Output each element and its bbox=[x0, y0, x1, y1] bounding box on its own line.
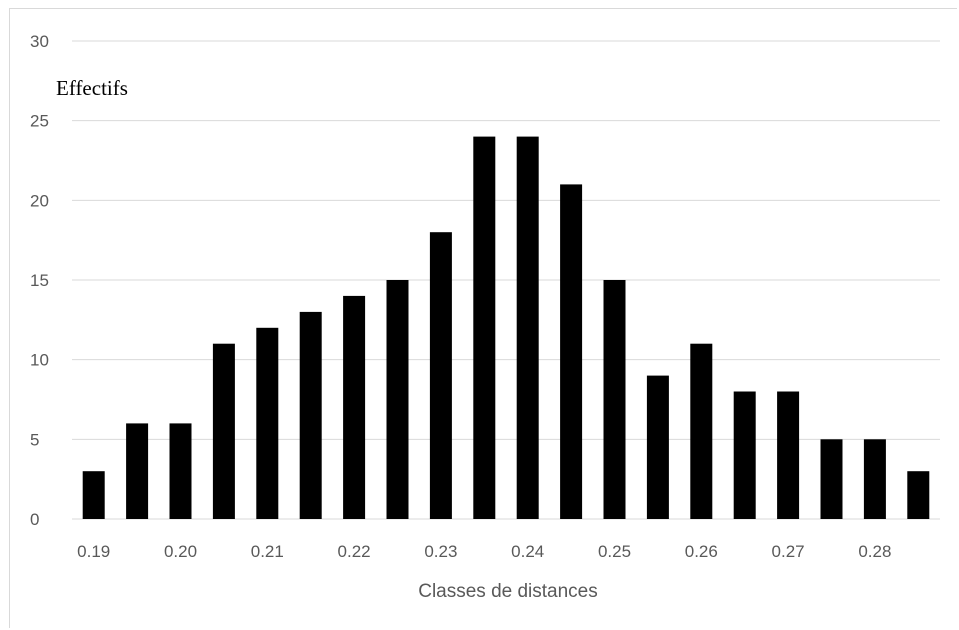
x-tick-label: 0.24 bbox=[511, 542, 544, 561]
x-tick-labels: 0.19 0.20 0.21 0.22 0.23 0.24 0.25 0.26 0.27 0.28 bbox=[77, 542, 891, 561]
x-tick-label: 0.23 bbox=[424, 542, 457, 561]
x-tick-label: 0.26 bbox=[685, 542, 718, 561]
gridlines bbox=[72, 40, 940, 520]
x-tick-label: 0.28 bbox=[858, 542, 891, 561]
y-tick-label: 10 bbox=[30, 351, 49, 370]
bar-0.215 bbox=[299, 311, 322, 519]
y-tick-label: 0 bbox=[30, 510, 39, 529]
bar-0.225 bbox=[386, 280, 409, 519]
x-tick-label: 0.27 bbox=[772, 542, 805, 561]
y-tick-label: 20 bbox=[30, 191, 49, 210]
y-tick-label: 30 bbox=[30, 32, 49, 51]
chart-frame bbox=[9, 8, 957, 628]
bar-0.255 bbox=[646, 375, 669, 519]
x-tick-label: 0.22 bbox=[338, 542, 371, 561]
bar-0.235 bbox=[473, 136, 496, 519]
bar-0.20 bbox=[169, 423, 192, 519]
bar-0.23 bbox=[429, 232, 452, 519]
bar-0.275 bbox=[820, 439, 843, 519]
bar-0.25 bbox=[603, 280, 626, 519]
bars bbox=[82, 136, 930, 519]
bar-0.195 bbox=[126, 423, 149, 519]
bar-0.27 bbox=[777, 391, 800, 519]
y-tick-label: 25 bbox=[30, 112, 49, 131]
bar-0.26 bbox=[690, 343, 713, 519]
bar-0.205 bbox=[212, 343, 235, 519]
bar-0.19 bbox=[82, 471, 105, 519]
x-axis-title: Classes de distances bbox=[418, 581, 598, 602]
y-axis-title: Effectifs bbox=[56, 76, 128, 100]
bar-0.22 bbox=[343, 295, 366, 519]
bar-0.265 bbox=[733, 391, 756, 519]
y-tick-label: 5 bbox=[30, 430, 39, 449]
bar-0.285 bbox=[907, 471, 930, 519]
x-tick-label: 0.25 bbox=[598, 542, 631, 561]
y-tick-labels: 0 5 10 15 20 25 30 bbox=[30, 32, 49, 529]
y-tick-label: 15 bbox=[30, 271, 49, 290]
bar-0.21 bbox=[256, 327, 279, 519]
x-tick-label: 0.21 bbox=[251, 542, 284, 561]
bar-0.28 bbox=[863, 439, 886, 519]
x-tick-label: 0.20 bbox=[164, 542, 197, 561]
bar-0.24 bbox=[516, 136, 539, 519]
x-tick-label: 0.19 bbox=[77, 542, 110, 561]
bar-0.245 bbox=[560, 184, 583, 519]
